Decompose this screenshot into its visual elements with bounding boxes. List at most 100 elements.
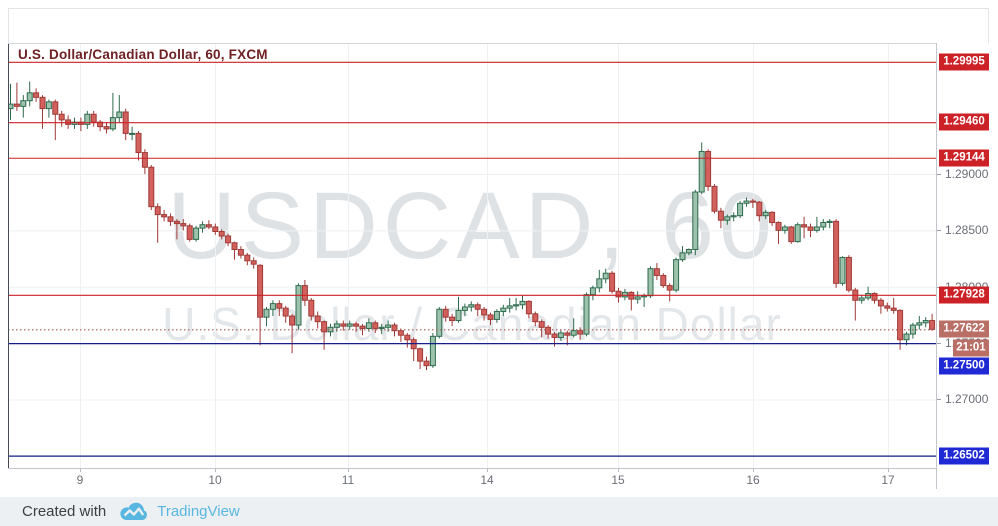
time-tick-label: 11: [341, 473, 355, 487]
candle-body: [679, 252, 686, 261]
time-tick-label: 14: [480, 473, 494, 487]
candle-body: [871, 292, 878, 301]
candle-body: [26, 92, 33, 102]
candle-body: [263, 308, 270, 318]
candle-body: [257, 264, 264, 318]
candle-body: [685, 249, 692, 254]
time-tick-dash: [618, 469, 619, 472]
candle-body: [705, 150, 712, 187]
candle-body: [429, 335, 436, 367]
time-tick-label: 9: [76, 473, 84, 487]
candle-body: [372, 322, 379, 329]
candle-body: [577, 330, 584, 335]
price-tick-label: 1.28500: [945, 223, 989, 238]
candle-body: [506, 305, 513, 309]
candlestick-plot[interactable]: [8, 43, 936, 468]
time-axis[interactable]: 9 10 11 14 15 16 17: [8, 468, 936, 489]
candle-body: [103, 126, 110, 130]
candle-body: [519, 300, 526, 306]
candle-body: [609, 272, 616, 292]
candle-body: [602, 272, 609, 280]
attribution-footer: Created with TradingView: [0, 497, 998, 526]
candle-body: [193, 227, 200, 240]
candle-body: [314, 315, 321, 323]
candle-body: [359, 325, 366, 329]
candle-body: [929, 320, 936, 330]
candle-body: [391, 324, 398, 332]
candle-body: [455, 309, 462, 322]
candle-body: [13, 103, 20, 107]
time-tick-dash: [215, 469, 216, 472]
candle-body: [820, 221, 827, 228]
candle-body: [346, 323, 353, 327]
candle-body: [749, 200, 756, 203]
tradingview-brand-link[interactable]: TradingView: [157, 503, 240, 520]
candle-body: [225, 235, 232, 244]
time-tick-dash: [80, 469, 81, 472]
candle-body: [378, 326, 385, 329]
candle-body: [769, 211, 776, 223]
candle-body: [839, 256, 846, 284]
candle-body: [615, 290, 622, 298]
candle-body: [807, 226, 814, 231]
tradingview-logo-icon: [120, 502, 148, 520]
candle-body: [231, 242, 238, 251]
candle-body: [90, 113, 97, 123]
candle-body: [269, 303, 276, 310]
candle-body: [173, 220, 180, 225]
candle-body: [116, 111, 123, 119]
candle-body: [692, 191, 699, 251]
candle-body: [186, 225, 193, 240]
candle-body: [276, 303, 283, 309]
candle-body: [500, 307, 507, 313]
candle-body: [289, 315, 296, 326]
candle-body: [660, 274, 667, 287]
candle-body: [717, 210, 724, 221]
candle-body: [141, 152, 148, 168]
candle-body: [884, 305, 891, 309]
chart-legend-title: U.S. Dollar/Canadian Dollar, 60, FXCM: [18, 47, 268, 62]
candle-body: [653, 268, 660, 276]
candle-body: [333, 323, 340, 328]
candle-body: [890, 307, 897, 311]
candle-body: [711, 185, 718, 212]
candle-body: [282, 307, 289, 317]
price-tick-dash: [937, 399, 941, 401]
candle-body: [877, 299, 884, 307]
candle-body: [922, 320, 929, 324]
candle-body: [743, 200, 750, 204]
candle-body: [756, 201, 763, 217]
candle-body: [8, 103, 14, 110]
candle-body: [897, 309, 904, 341]
candle-body: [308, 299, 315, 317]
candle-body: [493, 311, 500, 320]
candle-body: [845, 256, 852, 291]
candle-body: [180, 223, 187, 227]
candle-body: [570, 330, 577, 336]
candle-body: [39, 96, 46, 110]
candle-body: [385, 324, 392, 328]
candle-body: [666, 285, 673, 291]
price-tick-dash: [937, 230, 941, 232]
candle-body: [545, 326, 552, 335]
time-tick-dash: [753, 469, 754, 472]
candle-body: [167, 216, 174, 222]
candle-body: [84, 113, 91, 125]
price-tick-label: 1.29000: [945, 166, 989, 181]
time-tick-label: 15: [611, 473, 625, 487]
price-axis[interactable]: 1.290001.285001.280001.275001.270001.299…: [936, 43, 990, 489]
time-tick-dash: [888, 469, 889, 472]
candle-body: [557, 332, 564, 338]
candle-body: [801, 224, 808, 228]
candle-body: [532, 313, 539, 323]
candle-body: [564, 332, 571, 336]
candle-body: [295, 285, 302, 326]
candle-body: [199, 224, 206, 229]
candle-body: [596, 278, 603, 289]
candle-body: [237, 249, 244, 256]
time-tick-label: 17: [881, 473, 895, 487]
candle-body: [730, 215, 737, 218]
candle-body: [423, 360, 430, 367]
time-tick-dash: [348, 469, 349, 472]
